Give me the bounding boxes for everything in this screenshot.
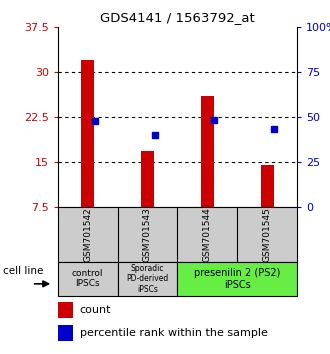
FancyBboxPatch shape (177, 262, 297, 296)
Text: control
IPSCs: control IPSCs (72, 269, 103, 289)
Text: GSM701543: GSM701543 (143, 207, 152, 262)
Text: GSM701544: GSM701544 (203, 207, 212, 262)
FancyBboxPatch shape (58, 262, 117, 296)
Text: presenilin 2 (PS2)
iPSCs: presenilin 2 (PS2) iPSCs (194, 268, 280, 290)
Title: GDS4141 / 1563792_at: GDS4141 / 1563792_at (100, 11, 255, 24)
Text: GSM701545: GSM701545 (263, 207, 272, 262)
Bar (81, 59, 94, 207)
Text: count: count (80, 305, 111, 315)
Bar (141, 151, 154, 207)
Text: cell line: cell line (3, 266, 43, 276)
Text: Sporadic
PD-derived
iPSCs: Sporadic PD-derived iPSCs (126, 264, 169, 294)
Bar (260, 165, 274, 207)
Text: GSM701542: GSM701542 (83, 207, 92, 262)
Bar (201, 96, 214, 207)
Bar (58, 302, 73, 318)
Text: percentile rank within the sample: percentile rank within the sample (80, 328, 267, 338)
Bar (58, 325, 73, 341)
FancyBboxPatch shape (117, 262, 177, 296)
